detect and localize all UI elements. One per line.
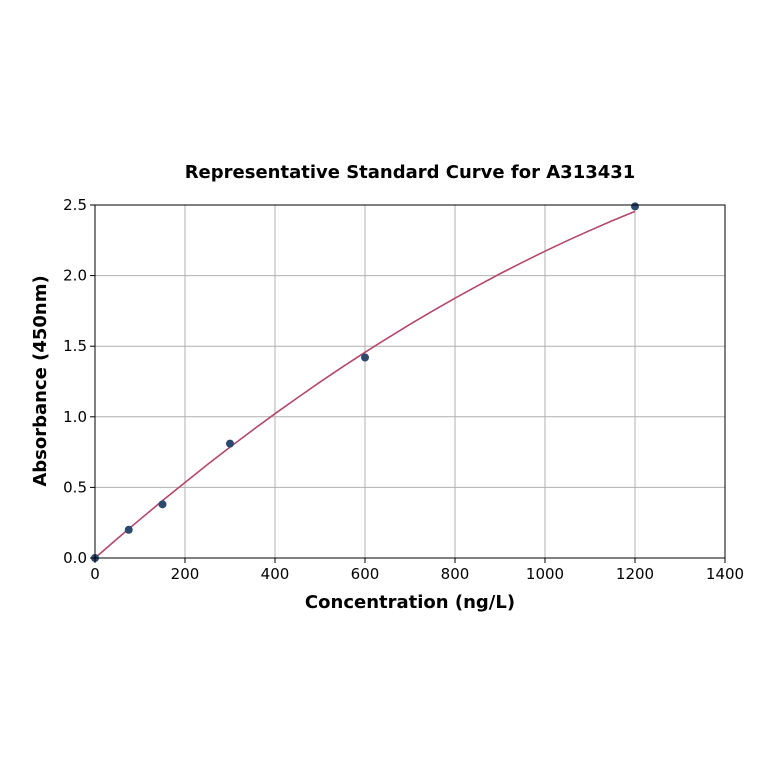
chart-title: Representative Standard Curve for A31343…: [185, 162, 636, 183]
x-tick-label: 600: [351, 565, 380, 583]
x-tick-label: 400: [261, 565, 290, 583]
data-points: [91, 202, 639, 562]
y-tick-label: 2.5: [63, 196, 87, 214]
y-tick-label: 2.0: [63, 267, 87, 285]
y-tick-label: 0.5: [63, 478, 87, 496]
data-point: [226, 439, 234, 448]
y-tick-label: 1.0: [63, 408, 87, 426]
plot-frame: [94, 204, 726, 559]
data-point: [124, 525, 133, 534]
y-tick-label: 0.0: [63, 549, 87, 567]
x-axis-label: Concentration (ng/L): [305, 592, 515, 613]
x-axis-ticks: 0 200 400 600 800 1000 1200 1400: [90, 558, 744, 583]
x-tick-label: 1200: [616, 565, 654, 583]
data-point: [158, 500, 167, 509]
data-point: [631, 202, 639, 211]
x-tick-label: 0: [90, 565, 100, 583]
y-axis-ticks: 0.0 0.5 1.0 1.5 2.0 2.5: [63, 196, 95, 567]
y-axis-label: Absorbance (450nm): [30, 275, 51, 486]
x-tick-label: 800: [441, 565, 470, 583]
x-tick-label: 200: [171, 565, 200, 583]
x-tick-label: 1400: [706, 565, 744, 583]
y-tick-label: 1.5: [63, 337, 87, 355]
gridlines: [94, 204, 726, 559]
x-tick-label: 1000: [526, 565, 564, 583]
fit-curve: [94, 210, 636, 559]
data-point: [361, 353, 369, 362]
